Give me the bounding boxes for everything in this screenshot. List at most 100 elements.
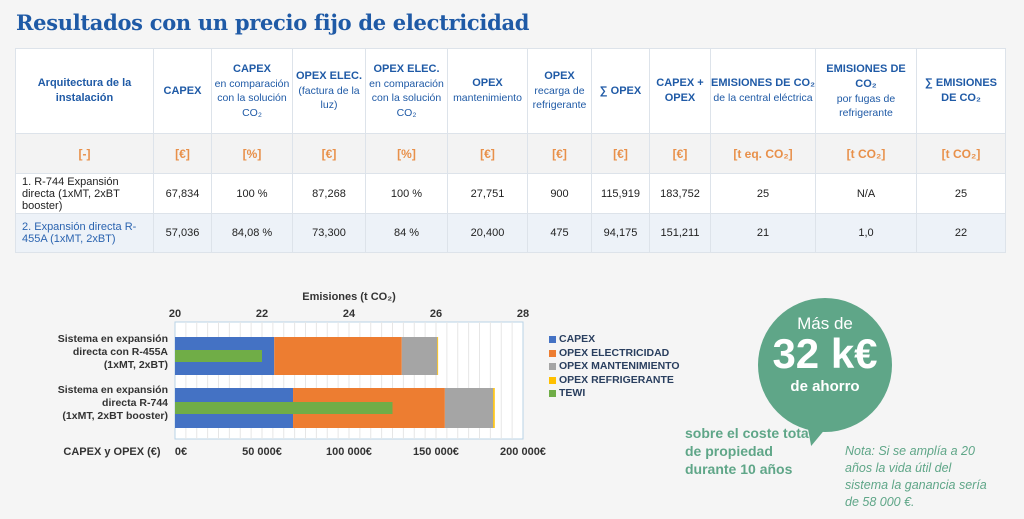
column-header: EMISIONES DE CO₂ de la central eléctrica xyxy=(710,48,816,134)
header-main: OPEX xyxy=(472,77,503,90)
column-header: OPEX mantenimiento xyxy=(447,48,528,134)
results-table: Arquitectura de la instalación CAPEX CAPEX… xyxy=(15,48,1006,253)
value-cell: 115,919 xyxy=(591,173,650,214)
footnote: Nota: Si se amplía a 20 años la vida úti… xyxy=(845,444,987,509)
category-label-line: directa R-744 xyxy=(102,397,168,409)
value-cell: 25 xyxy=(916,173,1006,214)
unit-cell: [t CO₂] xyxy=(815,133,917,174)
value-cell: 183,752 xyxy=(649,173,711,214)
bottom-tick-label: 200 000€ xyxy=(500,446,546,458)
column-header: ∑ EMISIONES DE CO₂ xyxy=(916,48,1006,134)
architecture-cell: 2. Expansión directa R-455A (1xMT, 2xBT) xyxy=(15,213,154,253)
bar-opex-refrigerante xyxy=(493,388,495,428)
header-sub: (factura de la luz) xyxy=(298,85,360,112)
bar-opex-electricidad xyxy=(274,337,402,375)
legend-label: TEWI xyxy=(559,387,586,399)
value-cell: 151,211 xyxy=(649,213,711,253)
value-cell: 100 % xyxy=(211,173,293,214)
legend-item: TEWI xyxy=(549,387,680,401)
header-main: OPEX ELEC. xyxy=(373,63,440,76)
value-cell: 25 xyxy=(710,173,816,214)
category-label: Sistema en expansión directa con R-455A (1… xyxy=(58,333,169,371)
header-main: CAPEX xyxy=(163,84,202,97)
legend-label: OPEX REFRIGERANTE xyxy=(559,373,674,386)
column-header: EMISIONES DE CO₂ por fugas de refrigerant… xyxy=(815,48,917,134)
top-tick-label: 26 xyxy=(430,308,442,320)
value-cell: 900 xyxy=(527,173,592,214)
savings-callout: Más de 32 k€ de ahorro xyxy=(758,298,892,432)
legend-swatch xyxy=(549,390,556,398)
header-sub: de la central eléctrica xyxy=(713,92,813,105)
value-cell: 27,751 xyxy=(447,173,528,214)
value-cell: 21 xyxy=(710,213,816,253)
header-main: ∑ EMISIONES DE CO₂ xyxy=(924,77,998,104)
legend-label: OPEX MANTENIMIENTO xyxy=(559,360,680,372)
value-cell: 1,0 xyxy=(815,213,917,253)
bar-tewi xyxy=(175,402,393,414)
category-label-line: Sistema en expansión xyxy=(58,333,168,345)
category-label: Sistema en expansión directa R-744 (1xMT, … xyxy=(58,384,168,422)
architecture-cell: 1. R-744 Expansión directa (1xMT, 2xBT b… xyxy=(15,173,154,214)
header-main: CAPEX + OPEX xyxy=(656,77,704,104)
bar-opex-refrigerante xyxy=(437,337,439,375)
savings-note: sobre el coste total de propiedad durant… xyxy=(685,425,813,477)
header-main: EMISIONES DE CO₂ xyxy=(711,77,815,90)
value-cell: 20,400 xyxy=(447,213,528,253)
callout-line3: de ahorro xyxy=(790,378,860,395)
legend-label: CAPEX xyxy=(559,333,596,345)
bottom-tick-label: 50 000€ xyxy=(242,446,282,458)
header-main: EMISIONES DE CO₂ xyxy=(826,62,906,90)
header-main: CAPEX xyxy=(233,63,271,76)
category-label-line: (1xMT, 2xBT booster) xyxy=(62,410,168,422)
value-cell: 22 xyxy=(916,213,1006,253)
top-tick-label: 20 xyxy=(169,308,181,320)
header-sub: en comparación con la solución CO₂ xyxy=(369,78,444,119)
value-cell: 67,834 xyxy=(153,173,212,214)
cost-emissions-chart: 20 22 24 26 28 0€ 50 000€ 100 000€ 150 000€ 200 0… xyxy=(58,291,546,458)
value-cell: 475 xyxy=(527,213,592,253)
unit-cell: [t CO₂] xyxy=(916,133,1006,174)
value-cell: N/A xyxy=(815,173,917,214)
legend-item: OPEX MANTENIMIENTO xyxy=(549,360,680,374)
unit-cell: [€] xyxy=(153,133,212,174)
unit-cell: [t eq. CO₂] xyxy=(710,133,816,174)
category-label-line: (1xMT, 2xBT) xyxy=(104,359,168,371)
header-sub: recarga de refrigerante xyxy=(532,85,587,112)
header-sub: mantenimiento xyxy=(453,92,522,105)
category-label-line: Sistema en expansión xyxy=(58,384,168,396)
table-row: 2. Expansión directa R-455A (1xMT, 2xBT)… xyxy=(15,213,1006,253)
bottom-tick-label: 0€ xyxy=(175,446,187,458)
category-label-line: directa con R-455A xyxy=(73,346,169,358)
legend-swatch xyxy=(549,376,556,384)
value-cell: 57,036 xyxy=(153,213,212,253)
legend-item: CAPEX xyxy=(549,333,680,347)
header-sub: por fugas de refrigerante xyxy=(836,92,896,119)
column-header: ∑ OPEX xyxy=(591,48,650,134)
header-main: OPEX ELEC. xyxy=(295,70,363,83)
column-header: CAPEX xyxy=(153,48,212,134)
callout-amount: 32 k€ xyxy=(772,330,878,377)
unit-cell: [€] xyxy=(447,133,528,174)
unit-cell: [-] xyxy=(15,133,154,174)
header-sub: en comparación con la solución CO₂ xyxy=(214,78,290,119)
page-title: Resultados con un precio fijo de electri… xyxy=(16,10,530,35)
value-cell: 100 % xyxy=(365,173,448,214)
top-tick-label: 24 xyxy=(343,308,356,320)
top-tick-label: 28 xyxy=(517,308,529,320)
table-row: 1. R-744 Expansión directa (1xMT, 2xBT b… xyxy=(15,173,1006,214)
unit-cell: [%] xyxy=(211,133,293,174)
legend-label: OPEX ELECTRICIDAD xyxy=(559,346,670,359)
column-header: CAPEX en comparación con la solución CO₂ xyxy=(211,48,293,134)
legend-item: OPEX ELECTRICIDAD xyxy=(549,347,680,361)
column-header: Arquitectura de la instalación xyxy=(15,48,154,134)
bottom-tick-label: 100 000€ xyxy=(326,446,372,458)
value-cell: 94,175 xyxy=(591,213,650,253)
column-header: OPEX recarga de refrigerante xyxy=(527,48,592,134)
top-axis-label: Emisiones (t CO₂) xyxy=(302,291,396,303)
units-row: [-] [€] [%] [€] [%] [€] [€] [€] [€] [t eq. CO₂] [t… xyxy=(15,133,1006,174)
column-header: OPEX ELEC. (factura de la luz) xyxy=(292,48,366,134)
value-cell: 87,268 xyxy=(292,173,366,214)
value-cell: 84,08 % xyxy=(211,213,293,253)
top-tick-label: 22 xyxy=(256,308,268,320)
unit-cell: [€] xyxy=(591,133,650,174)
